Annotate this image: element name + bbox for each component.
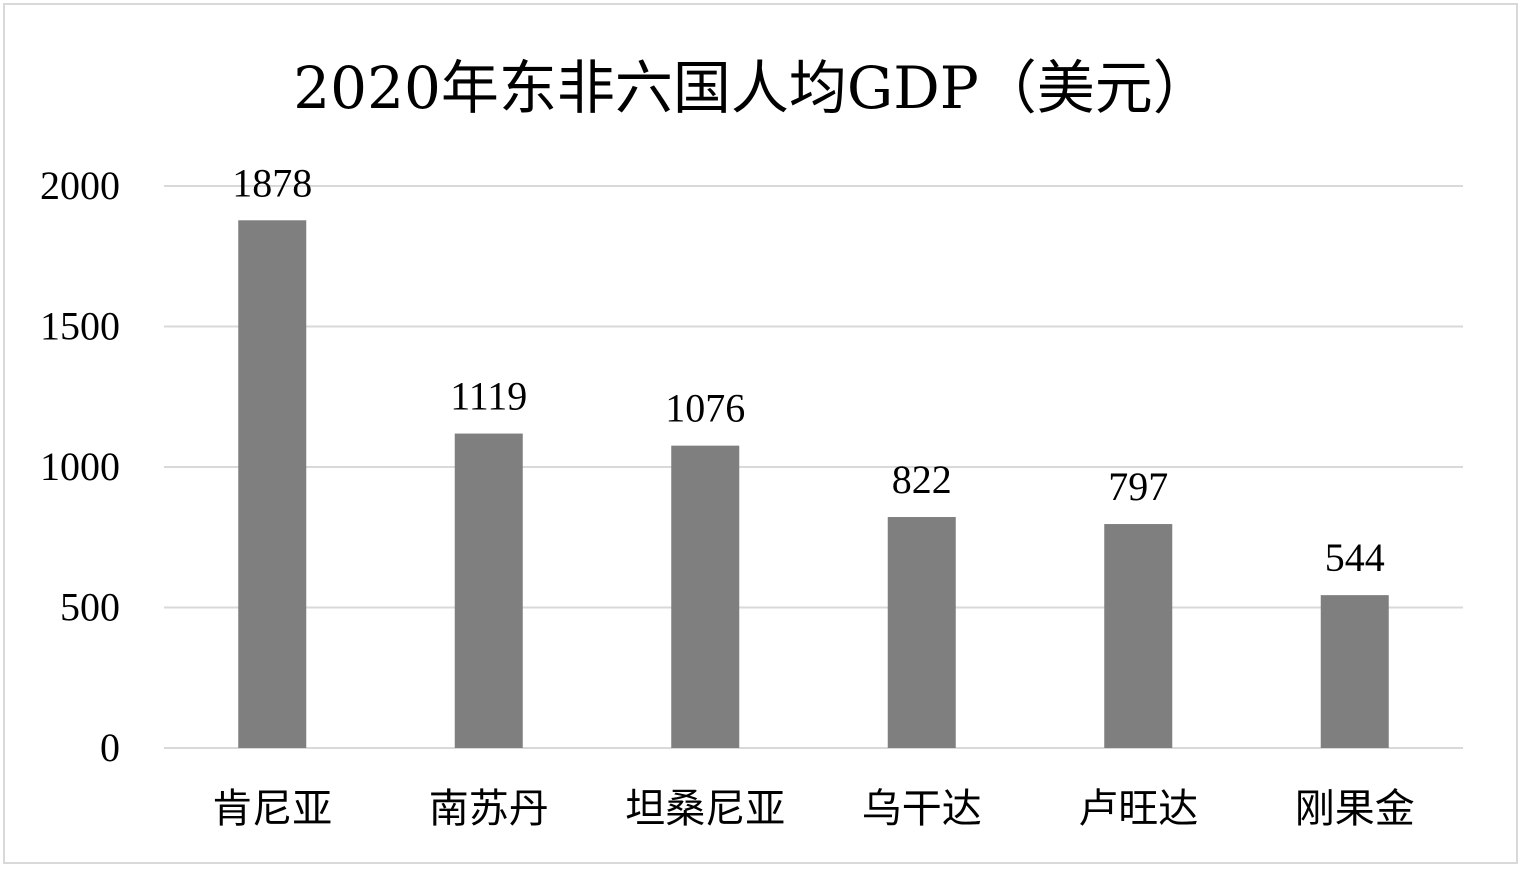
data-labels: 1878 1119 1076 822 797 544 bbox=[232, 160, 1385, 580]
bar bbox=[454, 433, 523, 748]
bars bbox=[238, 220, 1389, 749]
y-tick-label: 2000 bbox=[40, 163, 120, 208]
bar bbox=[887, 517, 956, 748]
gridlines bbox=[164, 185, 1463, 749]
category-labels: 肯尼亚 南苏丹 坦桑尼亚 乌干达 卢旺达 刚果金 bbox=[212, 786, 1415, 832]
y-tick-label: 1000 bbox=[40, 444, 120, 489]
data-label: 1076 bbox=[665, 386, 745, 431]
data-label: 1119 bbox=[450, 374, 527, 419]
y-tick-label: 0 bbox=[100, 725, 120, 770]
category-label: 南苏丹 bbox=[429, 786, 549, 832]
data-label: 797 bbox=[1108, 464, 1168, 509]
category-label: 肯尼亚 bbox=[212, 786, 332, 832]
data-label: 1878 bbox=[232, 160, 312, 205]
category-label: 卢旺达 bbox=[1078, 786, 1198, 832]
data-label: 544 bbox=[1325, 535, 1385, 580]
bar bbox=[238, 220, 307, 749]
category-label: 坦桑尼亚 bbox=[625, 786, 785, 832]
category-label: 乌干达 bbox=[862, 786, 982, 832]
bar bbox=[1104, 524, 1173, 748]
y-tick-label: 1500 bbox=[40, 304, 120, 349]
chart-title: 2020年东非六国人均GDP（美元） bbox=[293, 54, 1210, 122]
data-label: 822 bbox=[892, 457, 952, 502]
bar bbox=[1320, 595, 1389, 748]
category-label: 刚果金 bbox=[1295, 786, 1415, 832]
bar bbox=[671, 445, 740, 748]
y-tick-label: 500 bbox=[60, 585, 120, 630]
y-axis-tick-labels: 0 500 1000 1500 2000 bbox=[40, 163, 120, 770]
